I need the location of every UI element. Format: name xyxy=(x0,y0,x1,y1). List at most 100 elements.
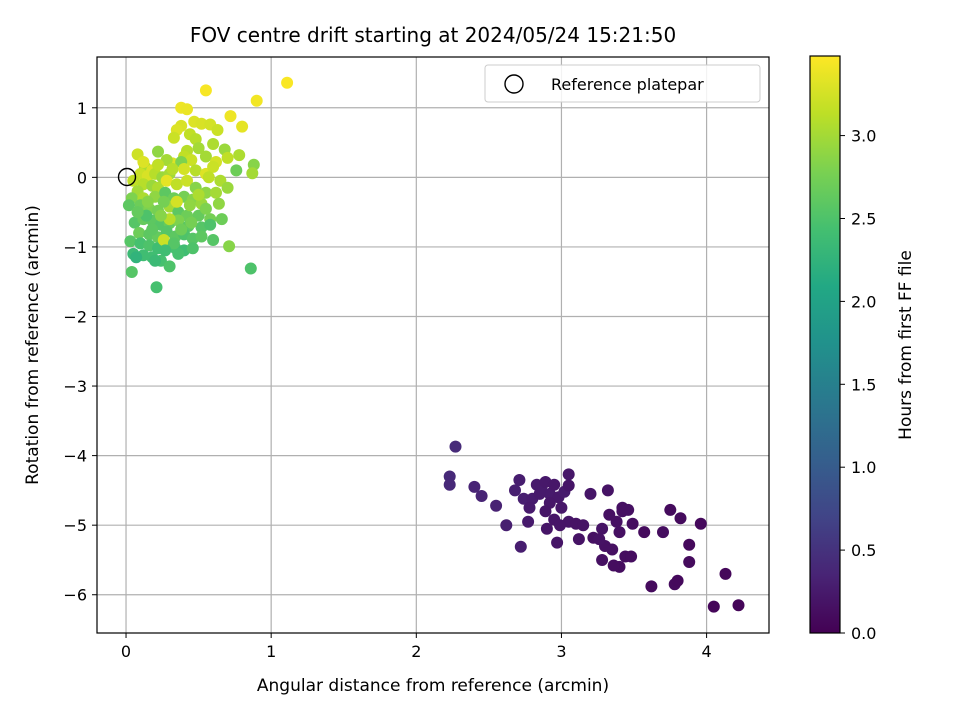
scatter-point xyxy=(539,505,552,518)
chart-title: FOV centre drift starting at 2024/05/24 … xyxy=(190,23,676,47)
scatter-point xyxy=(122,199,135,212)
scatter-point xyxy=(131,206,144,219)
scatter-point xyxy=(125,266,138,278)
y-tick-label: −2 xyxy=(63,307,87,326)
scatter-point xyxy=(157,234,170,246)
scatter-point xyxy=(224,110,237,123)
scatter-point xyxy=(551,536,564,549)
scatter-point xyxy=(221,151,234,164)
scatter-point xyxy=(664,503,677,516)
x-tick-label: 0 xyxy=(121,642,131,661)
scatter-point xyxy=(183,199,196,212)
scatter-point xyxy=(233,149,246,162)
scatter-point xyxy=(215,213,228,226)
scatter-point xyxy=(626,517,639,530)
scatter-point xyxy=(178,163,191,175)
scatter-point xyxy=(281,76,294,89)
grid xyxy=(97,57,769,633)
scatter-point xyxy=(199,150,212,163)
y-tick-label: 0 xyxy=(77,168,87,187)
scatter-point xyxy=(246,167,259,180)
scatter-point xyxy=(157,195,170,208)
scatter-point xyxy=(645,580,658,593)
scatter-point xyxy=(204,218,217,231)
scatter-point xyxy=(167,131,180,144)
colorbar-tick-label: 0.5 xyxy=(851,541,876,560)
colorbar-tick-label: 2.0 xyxy=(851,292,876,311)
scatter-point xyxy=(601,484,614,497)
scatter-point xyxy=(683,538,696,551)
scatter-point xyxy=(610,515,623,528)
scatter-point xyxy=(523,501,536,514)
scatter-point xyxy=(160,174,173,187)
scatter-point xyxy=(606,543,619,556)
scatter-point xyxy=(152,158,164,171)
scatter-point xyxy=(167,237,180,250)
scatter-point xyxy=(211,124,224,136)
scatter-point xyxy=(127,174,140,187)
scatter-point xyxy=(613,526,626,539)
y-tick-label: −3 xyxy=(63,377,87,396)
plot-frame xyxy=(96,56,770,634)
y-tick-label: −4 xyxy=(63,447,87,466)
colorbar-tick-label: 3.0 xyxy=(851,127,876,146)
scatter-point xyxy=(230,164,243,177)
scatter-point xyxy=(500,519,513,532)
scatter-point xyxy=(181,174,193,187)
scatter-point xyxy=(533,487,546,500)
scatter-point xyxy=(189,133,202,146)
scatter-point xyxy=(150,281,163,294)
scatter-point xyxy=(236,120,249,133)
scatter-point xyxy=(514,540,527,553)
scatter-point xyxy=(509,484,521,497)
scatter-point xyxy=(732,599,745,612)
y-tick-label: −5 xyxy=(63,516,87,535)
scatter-point xyxy=(199,84,212,97)
scatter-point xyxy=(186,242,199,255)
scatter-point xyxy=(607,559,620,572)
scatter-point xyxy=(540,522,553,535)
scatter-point xyxy=(250,94,263,107)
scatter-point xyxy=(671,574,684,587)
scatter-point xyxy=(207,234,220,246)
scatter-point xyxy=(159,244,172,257)
scatter-point xyxy=(707,600,720,613)
scatter-point xyxy=(584,487,597,500)
scatter-point xyxy=(159,186,172,199)
scatter-point xyxy=(207,138,220,150)
scatter-point xyxy=(555,501,568,514)
x-axis-label: Angular distance from reference (arcmin) xyxy=(257,676,609,696)
scatter-point xyxy=(513,474,526,486)
scatter-point xyxy=(170,178,183,191)
scatter-point xyxy=(181,103,193,116)
scatter-point xyxy=(210,186,222,199)
scatter-point xyxy=(170,195,183,208)
scatter-point xyxy=(130,251,143,264)
scatter-point xyxy=(192,188,205,201)
scatter-point xyxy=(719,567,732,580)
legend-entry-reference-platepar: Reference platepar xyxy=(551,75,704,94)
scatter-point xyxy=(192,142,205,155)
scatter-point xyxy=(596,522,609,535)
axis-ticks: 0 1 2 3 4 1 0 −1 −2 −3 −4 −5 −6 xyxy=(63,99,711,661)
scatter-point xyxy=(163,260,176,273)
colorbar-label: Hours from first FF file xyxy=(896,250,916,440)
scatter-point xyxy=(141,195,154,208)
scatter-point xyxy=(468,480,481,493)
scatter-point xyxy=(616,505,629,518)
scatter-point xyxy=(137,156,150,168)
legend-box xyxy=(484,64,761,103)
scatter-point xyxy=(195,230,208,243)
colorbar-tick-label: 1.0 xyxy=(851,458,876,477)
scatter-point xyxy=(683,556,696,568)
scatter-point xyxy=(490,499,503,512)
scatter-point xyxy=(674,512,687,525)
scatter-point xyxy=(554,519,566,532)
x-tick-label: 4 xyxy=(701,642,711,661)
scatter-point xyxy=(223,240,236,253)
scatter-point xyxy=(221,181,234,194)
x-tick-label: 2 xyxy=(411,642,421,661)
reference-platepar-marker xyxy=(117,167,137,187)
scatter-point xyxy=(596,554,609,566)
